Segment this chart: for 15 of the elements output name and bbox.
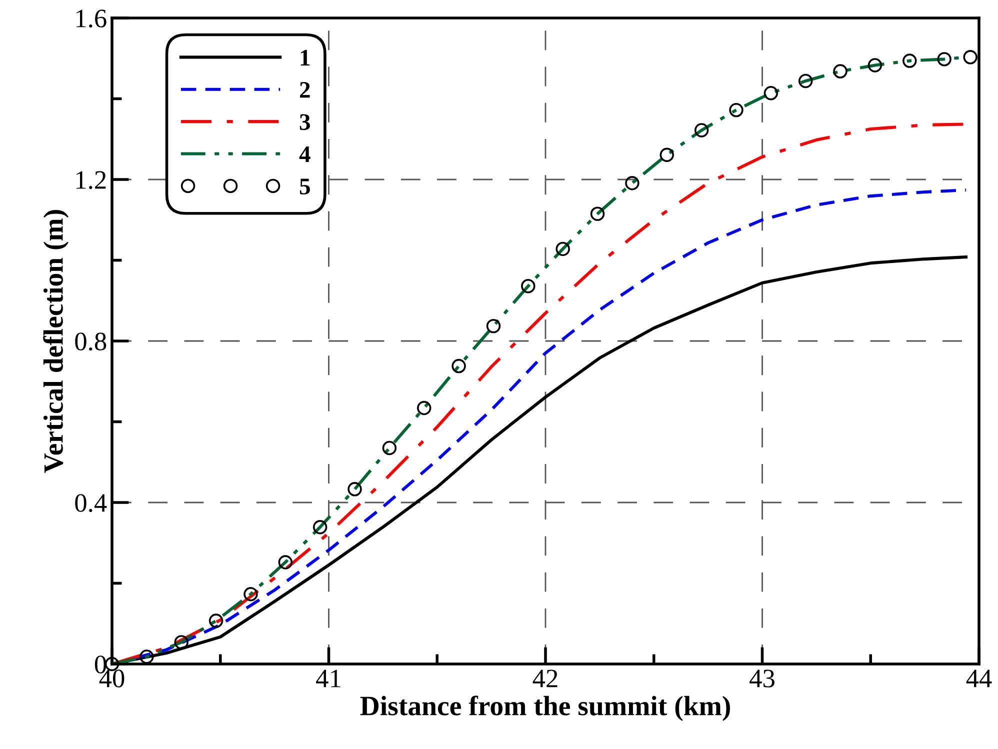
legend-label: 5 [300,178,310,194]
y-axis-title: Vertical deflection (m) [43,210,69,473]
legend-label: 2 [300,82,310,98]
x-tick-label: 41 [316,670,340,688]
legend-label: 3 [300,114,310,130]
y-tick-label: 0.4 [75,494,107,512]
x-axis-title: Distance from the summit (km) [360,696,730,722]
x-tick-label: 43 [750,670,774,688]
y-tick-label: 1.2 [76,171,106,190]
y-tick-label: 1.6 [76,10,106,28]
legend-label: 4 [299,146,310,162]
legend-label: 1 [300,50,310,66]
y-tick-label: 0.8 [75,332,106,351]
x-tick-label: 44 [966,670,992,688]
x-tick-label: 42 [532,670,558,688]
